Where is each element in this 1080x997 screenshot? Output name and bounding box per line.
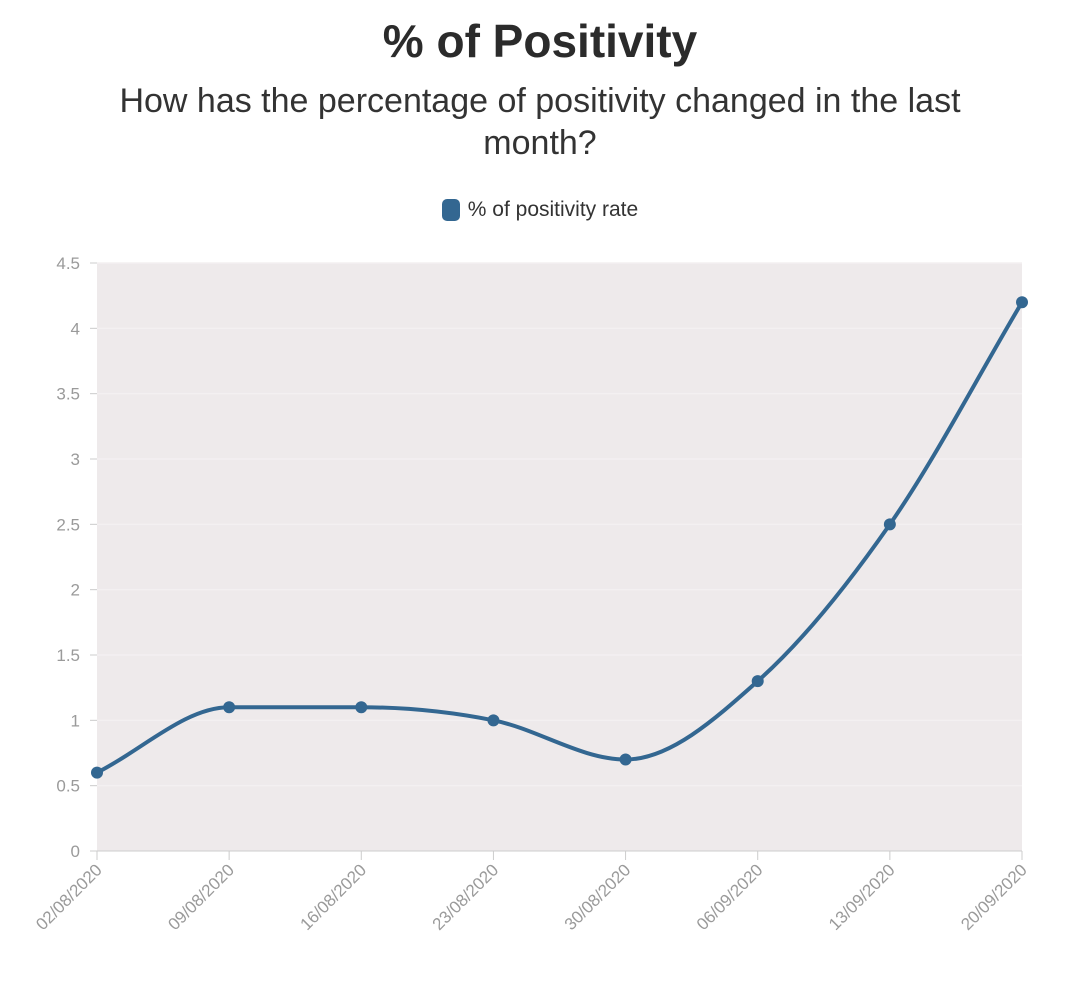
plot-area: [97, 263, 1022, 851]
data-point[interactable]: [1016, 296, 1028, 309]
y-tick-label: 3.5: [56, 385, 80, 404]
data-point[interactable]: [619, 753, 632, 766]
x-tick-label: 13/09/2020: [825, 860, 899, 934]
y-tick-label: 1: [71, 711, 80, 730]
data-point[interactable]: [883, 518, 896, 531]
x-tick-label: 16/08/2020: [297, 860, 371, 934]
data-point[interactable]: [355, 701, 368, 714]
chart-title: % of Positivity: [382, 15, 698, 67]
data-point[interactable]: [91, 766, 103, 779]
x-tick-label: 20/09/2020: [957, 860, 1031, 934]
x-tick-label: 02/08/2020: [32, 860, 106, 934]
x-tick-label: 06/09/2020: [693, 860, 767, 934]
data-point[interactable]: [487, 714, 500, 727]
x-tick-label: 09/08/2020: [164, 860, 238, 934]
y-tick-label: 2.5: [56, 515, 80, 534]
chart-subtitle: How has the percentage of positivity cha…: [119, 82, 961, 162]
legend-label: % of positivity rate: [467, 198, 639, 221]
x-tick-label: 23/08/2020: [429, 860, 503, 934]
y-tick-label: 0: [71, 842, 80, 861]
x-tick-label: 30/08/2020: [561, 860, 635, 934]
y-tick-label: 4.5: [56, 254, 80, 273]
legend[interactable]: % of positivity rate: [0, 198, 1080, 222]
data-point[interactable]: [223, 701, 236, 714]
data-point[interactable]: [751, 675, 764, 688]
y-tick-label: 3: [71, 450, 80, 469]
y-tick-label: 1.5: [56, 646, 80, 665]
y-tick-label: 2: [71, 581, 80, 600]
y-tick-label: 4: [71, 319, 80, 338]
y-tick-label: 0.5: [56, 777, 80, 796]
legend-swatch: [441, 199, 460, 221]
